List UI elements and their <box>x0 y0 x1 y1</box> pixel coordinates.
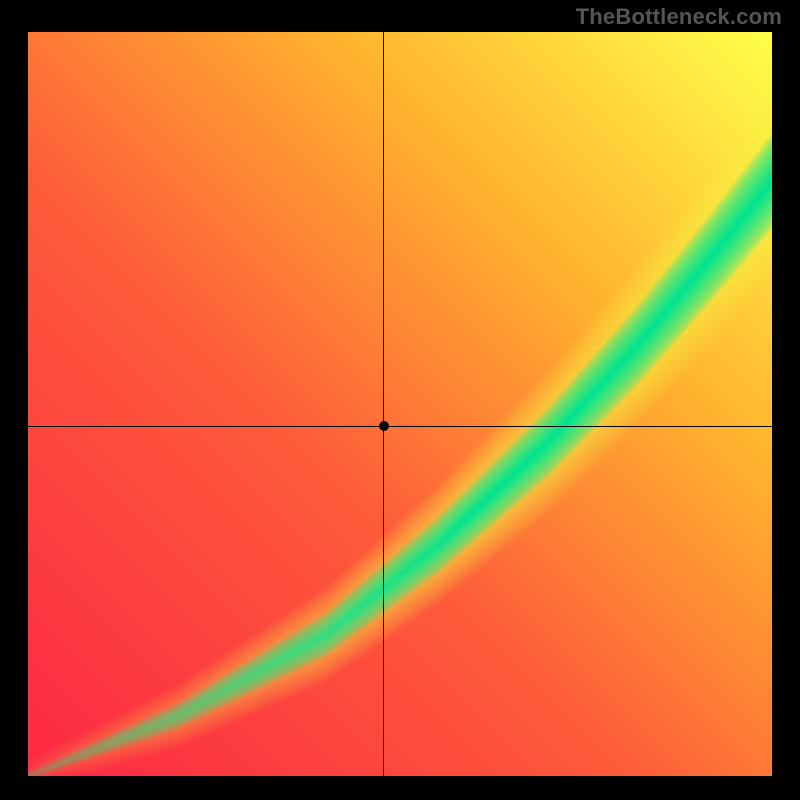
crosshair-vertical <box>383 32 384 776</box>
heatmap-plot <box>28 32 772 776</box>
crosshair-horizontal <box>28 426 772 427</box>
crosshair-marker <box>379 421 389 431</box>
watermark-text: TheBottleneck.com <box>576 4 782 30</box>
stage: TheBottleneck.com <box>0 0 800 800</box>
heatmap-canvas <box>28 32 772 776</box>
